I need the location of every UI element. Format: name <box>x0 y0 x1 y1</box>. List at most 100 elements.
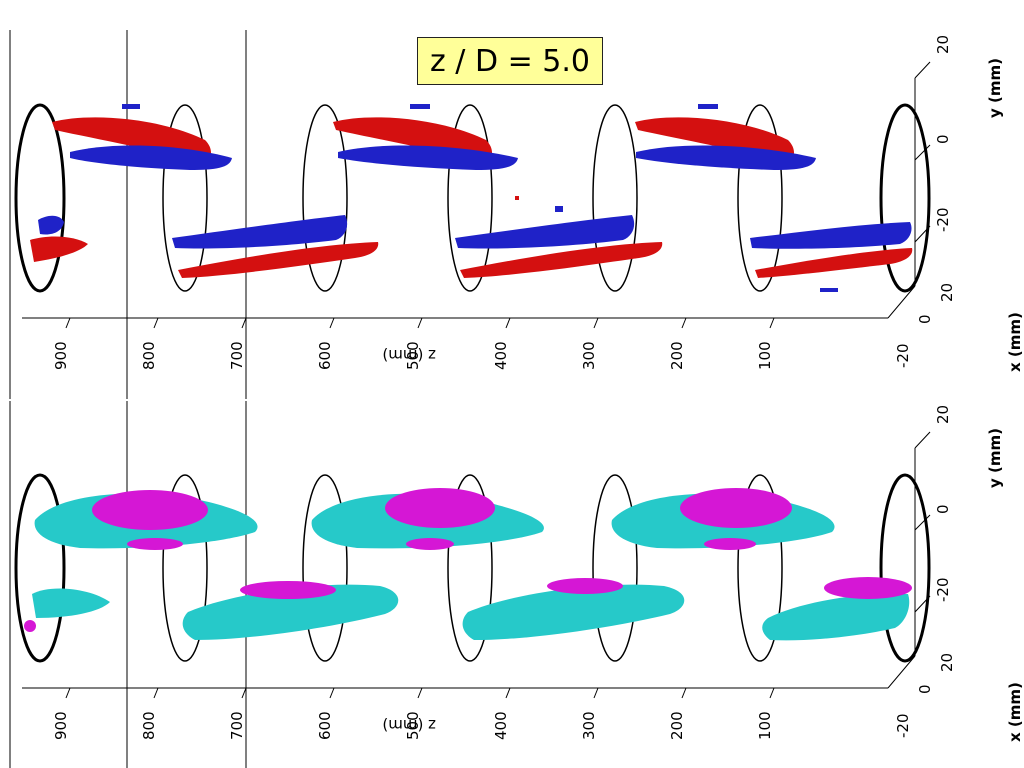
debris-red <box>515 196 519 200</box>
cross-section-ellipse <box>14 103 66 293</box>
z-tick <box>153 317 159 329</box>
cross-section-ellipse <box>447 474 493 662</box>
x-axis-label: x (mm) <box>1006 312 1024 372</box>
cross-section-ellipse <box>302 104 348 292</box>
tick-mark <box>914 595 931 613</box>
x-tick-label: 20 <box>938 283 956 302</box>
z-tick <box>505 317 511 329</box>
z-tick <box>505 687 511 699</box>
debris-blue <box>555 206 563 212</box>
cross-section-ellipse <box>162 474 208 662</box>
y-axis-label: y (mm) <box>986 428 1004 488</box>
z-tick <box>329 317 335 329</box>
z-tick-label: 700 <box>228 711 246 740</box>
y-axis-label: y (mm) <box>986 58 1004 118</box>
isosurface-magenta <box>127 538 183 550</box>
z-tick <box>681 317 687 329</box>
z-tick-label: 600 <box>316 711 334 740</box>
z-tick <box>65 687 71 699</box>
isosurface-magenta <box>240 581 336 599</box>
z-tick-marks <box>65 317 775 329</box>
y-tick-label: -20 <box>934 578 952 603</box>
isosurface-blue <box>750 222 912 249</box>
isosurface-cyan <box>32 588 110 618</box>
x-tick-label: -20 <box>894 344 912 369</box>
isosurface-cyan <box>182 584 399 640</box>
panel-top: 900 800 700 600 500 400 300 200 100 z (m… <box>14 35 1024 372</box>
z-tick <box>417 687 423 699</box>
z-tick <box>593 317 599 329</box>
tick-mark <box>914 144 931 161</box>
zd-ratio-label: z / D = 5.0 <box>417 37 603 85</box>
z-tick-label: 300 <box>580 341 598 370</box>
tick-mark <box>914 514 931 531</box>
z-tick <box>329 687 335 699</box>
z-tick <box>769 317 775 329</box>
isosurface-blue <box>338 145 518 170</box>
isosurface-magenta <box>24 620 36 632</box>
x-axis-line <box>887 285 916 319</box>
y-tick-label: 20 <box>934 405 952 424</box>
z-tick-label: 800 <box>140 711 158 740</box>
x-tick-label: 0 <box>916 314 934 324</box>
debris-blue <box>820 288 838 292</box>
isosurface-red <box>178 242 379 278</box>
x-axis-line <box>887 655 916 689</box>
isosurface-red <box>755 248 913 278</box>
z-tick-label: 200 <box>668 341 686 370</box>
cross-section-ellipse <box>592 474 638 662</box>
isosurface-magenta <box>547 578 623 594</box>
z-tick-label: 800 <box>140 341 158 370</box>
z-tick-marks <box>65 687 775 699</box>
z-axis-label: z (mm) <box>382 716 436 734</box>
tick-mark <box>914 61 931 79</box>
debris-blue <box>698 104 718 109</box>
cross-section-ellipse <box>737 474 783 662</box>
z-tick <box>241 317 247 329</box>
isosurface-blue <box>455 215 635 249</box>
cross-section-ellipse <box>879 473 931 663</box>
x-tick-label: 0 <box>916 684 934 694</box>
y-tick-label: 0 <box>934 134 952 144</box>
z-tick-label: 700 <box>228 341 246 370</box>
z-tick-label: 300 <box>580 711 598 740</box>
panel-bottom: 900 800 700 600 500 400 300 200 100 z (m… <box>14 405 1024 742</box>
isosurface-magenta <box>824 577 912 599</box>
z-tick-label: 400 <box>492 711 510 740</box>
isosurface-blue <box>70 145 232 170</box>
z-tick <box>593 687 599 699</box>
x-tick-label: 20 <box>938 653 956 672</box>
z-tick-label: 900 <box>52 711 70 740</box>
z-tick-label: 400 <box>492 341 510 370</box>
cross-section-ellipse <box>447 104 493 292</box>
isosurface-blue <box>38 215 64 235</box>
z-axis-label: z (mm) <box>382 346 436 364</box>
cross-section-ellipse <box>14 473 66 663</box>
isosurface-red <box>30 236 88 262</box>
y-tick-label: -20 <box>934 208 952 233</box>
isosurface-cyan <box>762 593 910 641</box>
isosurface-magenta <box>680 488 792 528</box>
cross-section-ellipse <box>592 104 638 292</box>
z-tick-label: 100 <box>756 341 774 370</box>
x-axis-label: x (mm) <box>1006 682 1024 742</box>
z-tick-label: 900 <box>52 341 70 370</box>
cross-section-ellipse <box>879 103 931 293</box>
isosurface-magenta <box>385 488 495 528</box>
isosurface-cyan <box>462 584 685 640</box>
z-tick-label: 500 <box>404 711 422 740</box>
z-tick <box>417 317 423 329</box>
tick-mark <box>914 431 931 449</box>
z-tick-label: 500 <box>404 341 422 370</box>
z-tick-label: 600 <box>316 341 334 370</box>
isosurface-magenta <box>704 538 756 550</box>
cross-section-ellipse <box>302 474 348 662</box>
isosurface-magenta <box>92 490 208 530</box>
z-tick-label: 100 <box>756 711 774 740</box>
z-tick-label: 200 <box>668 711 686 740</box>
isosurface-magenta <box>406 538 454 550</box>
z-tick <box>65 317 71 329</box>
isosurface-blue <box>636 145 816 170</box>
x-tick-label: -20 <box>894 714 912 739</box>
z-tick <box>153 687 159 699</box>
